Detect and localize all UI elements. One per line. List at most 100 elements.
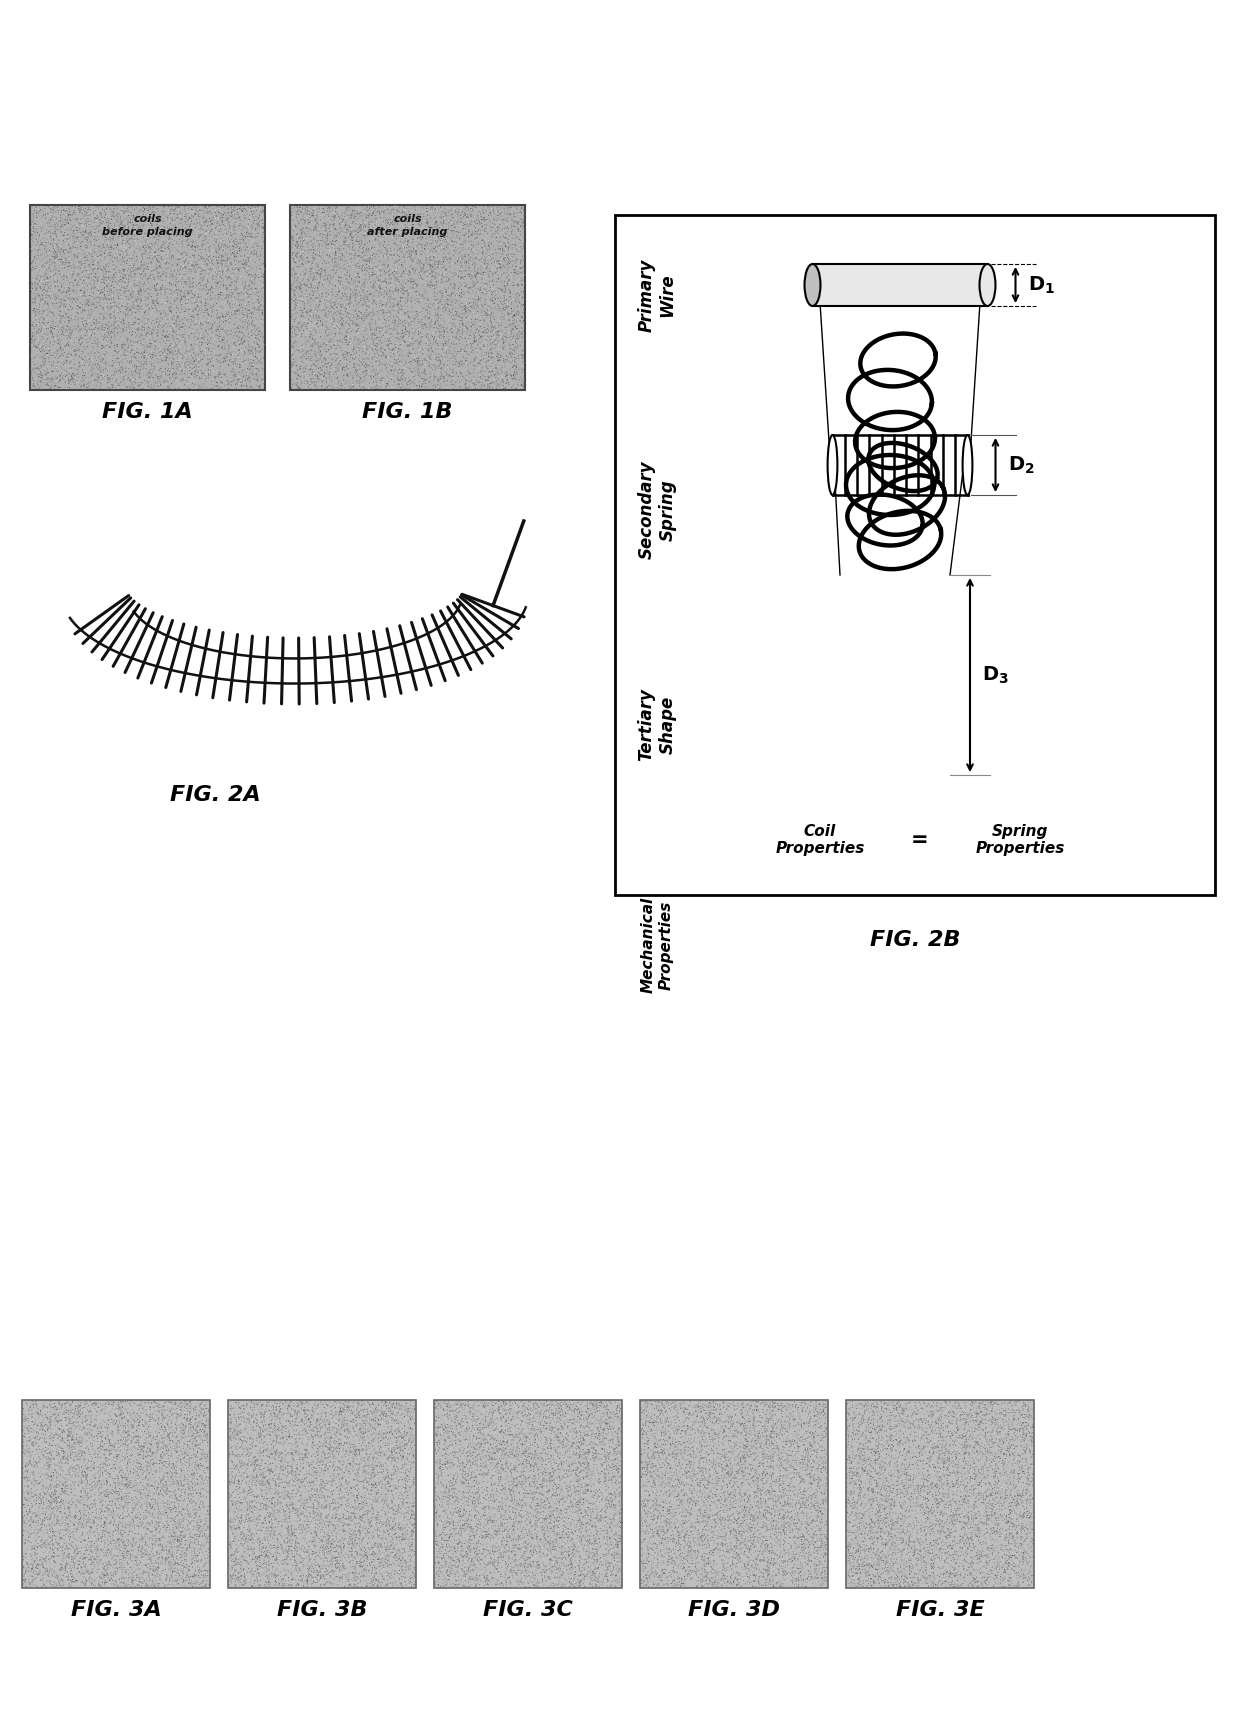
Point — [176, 326, 196, 353]
Point — [350, 1509, 370, 1537]
Point — [782, 1489, 802, 1516]
Point — [404, 1506, 424, 1533]
Point — [298, 310, 317, 338]
Point — [689, 1468, 709, 1496]
Point — [746, 1492, 766, 1520]
Point — [187, 1416, 207, 1444]
Point — [671, 1452, 691, 1480]
Point — [299, 1487, 319, 1515]
Point — [105, 343, 125, 370]
Point — [243, 1465, 263, 1492]
Point — [637, 1490, 657, 1518]
Point — [714, 1463, 734, 1490]
Point — [791, 1478, 811, 1506]
Point — [320, 243, 340, 271]
Point — [221, 1427, 241, 1454]
Point — [914, 1434, 934, 1461]
Point — [802, 1489, 822, 1516]
Point — [241, 1482, 260, 1509]
Point — [203, 300, 223, 327]
Point — [290, 1468, 310, 1496]
Point — [727, 1540, 746, 1568]
Point — [172, 314, 192, 341]
Point — [114, 1502, 134, 1530]
Point — [642, 1520, 662, 1547]
Point — [350, 1437, 370, 1465]
Point — [487, 1459, 507, 1487]
Point — [295, 358, 315, 386]
Point — [926, 1470, 946, 1497]
Point — [751, 1559, 771, 1587]
Point — [231, 1434, 250, 1461]
Point — [697, 1485, 717, 1513]
Point — [722, 1411, 742, 1439]
Point — [568, 1473, 588, 1501]
Point — [17, 1465, 37, 1492]
Point — [946, 1573, 966, 1601]
Point — [461, 1397, 481, 1425]
Point — [193, 329, 213, 357]
Point — [60, 205, 79, 233]
Point — [386, 1511, 405, 1539]
Point — [702, 1515, 722, 1542]
Point — [858, 1459, 878, 1487]
Point — [513, 1551, 533, 1578]
Point — [348, 200, 368, 227]
Point — [758, 1563, 777, 1590]
Point — [320, 1508, 340, 1535]
Point — [709, 1465, 729, 1492]
Point — [776, 1525, 796, 1552]
Point — [78, 1530, 98, 1558]
Point — [739, 1546, 759, 1573]
Point — [973, 1423, 993, 1451]
Point — [223, 1554, 243, 1582]
Point — [312, 334, 332, 362]
Point — [104, 264, 124, 291]
Point — [372, 269, 392, 296]
Point — [74, 1451, 94, 1478]
Point — [84, 1456, 104, 1484]
Point — [553, 1484, 573, 1511]
Point — [371, 1408, 391, 1435]
Point — [102, 202, 122, 229]
Point — [915, 1564, 935, 1592]
Point — [84, 339, 104, 367]
Point — [481, 308, 501, 336]
Point — [356, 327, 376, 355]
Point — [868, 1437, 888, 1465]
Point — [603, 1470, 622, 1497]
Point — [143, 1520, 162, 1547]
Point — [112, 310, 131, 338]
Point — [233, 1532, 253, 1559]
Point — [611, 1546, 631, 1573]
Point — [482, 351, 502, 379]
Point — [434, 1508, 454, 1535]
Point — [337, 202, 357, 229]
Point — [113, 1404, 133, 1432]
Point — [362, 1501, 382, 1528]
Point — [368, 281, 388, 308]
Point — [202, 351, 222, 379]
Point — [227, 1435, 247, 1463]
Point — [1003, 1430, 1023, 1458]
Point — [73, 1508, 93, 1535]
Point — [353, 364, 373, 391]
Point — [740, 1482, 760, 1509]
Point — [160, 333, 180, 360]
Point — [459, 1458, 479, 1485]
Point — [859, 1549, 879, 1577]
Point — [525, 1463, 544, 1490]
Point — [247, 1530, 267, 1558]
Point — [497, 369, 517, 396]
Point — [460, 281, 480, 308]
Point — [64, 1482, 84, 1509]
Point — [321, 1440, 341, 1468]
Point — [723, 1409, 743, 1437]
Point — [320, 1418, 340, 1446]
Point — [169, 326, 188, 353]
Point — [776, 1446, 796, 1473]
Point — [136, 319, 156, 346]
Point — [58, 1566, 78, 1594]
Point — [156, 1432, 176, 1459]
Point — [458, 1558, 477, 1585]
